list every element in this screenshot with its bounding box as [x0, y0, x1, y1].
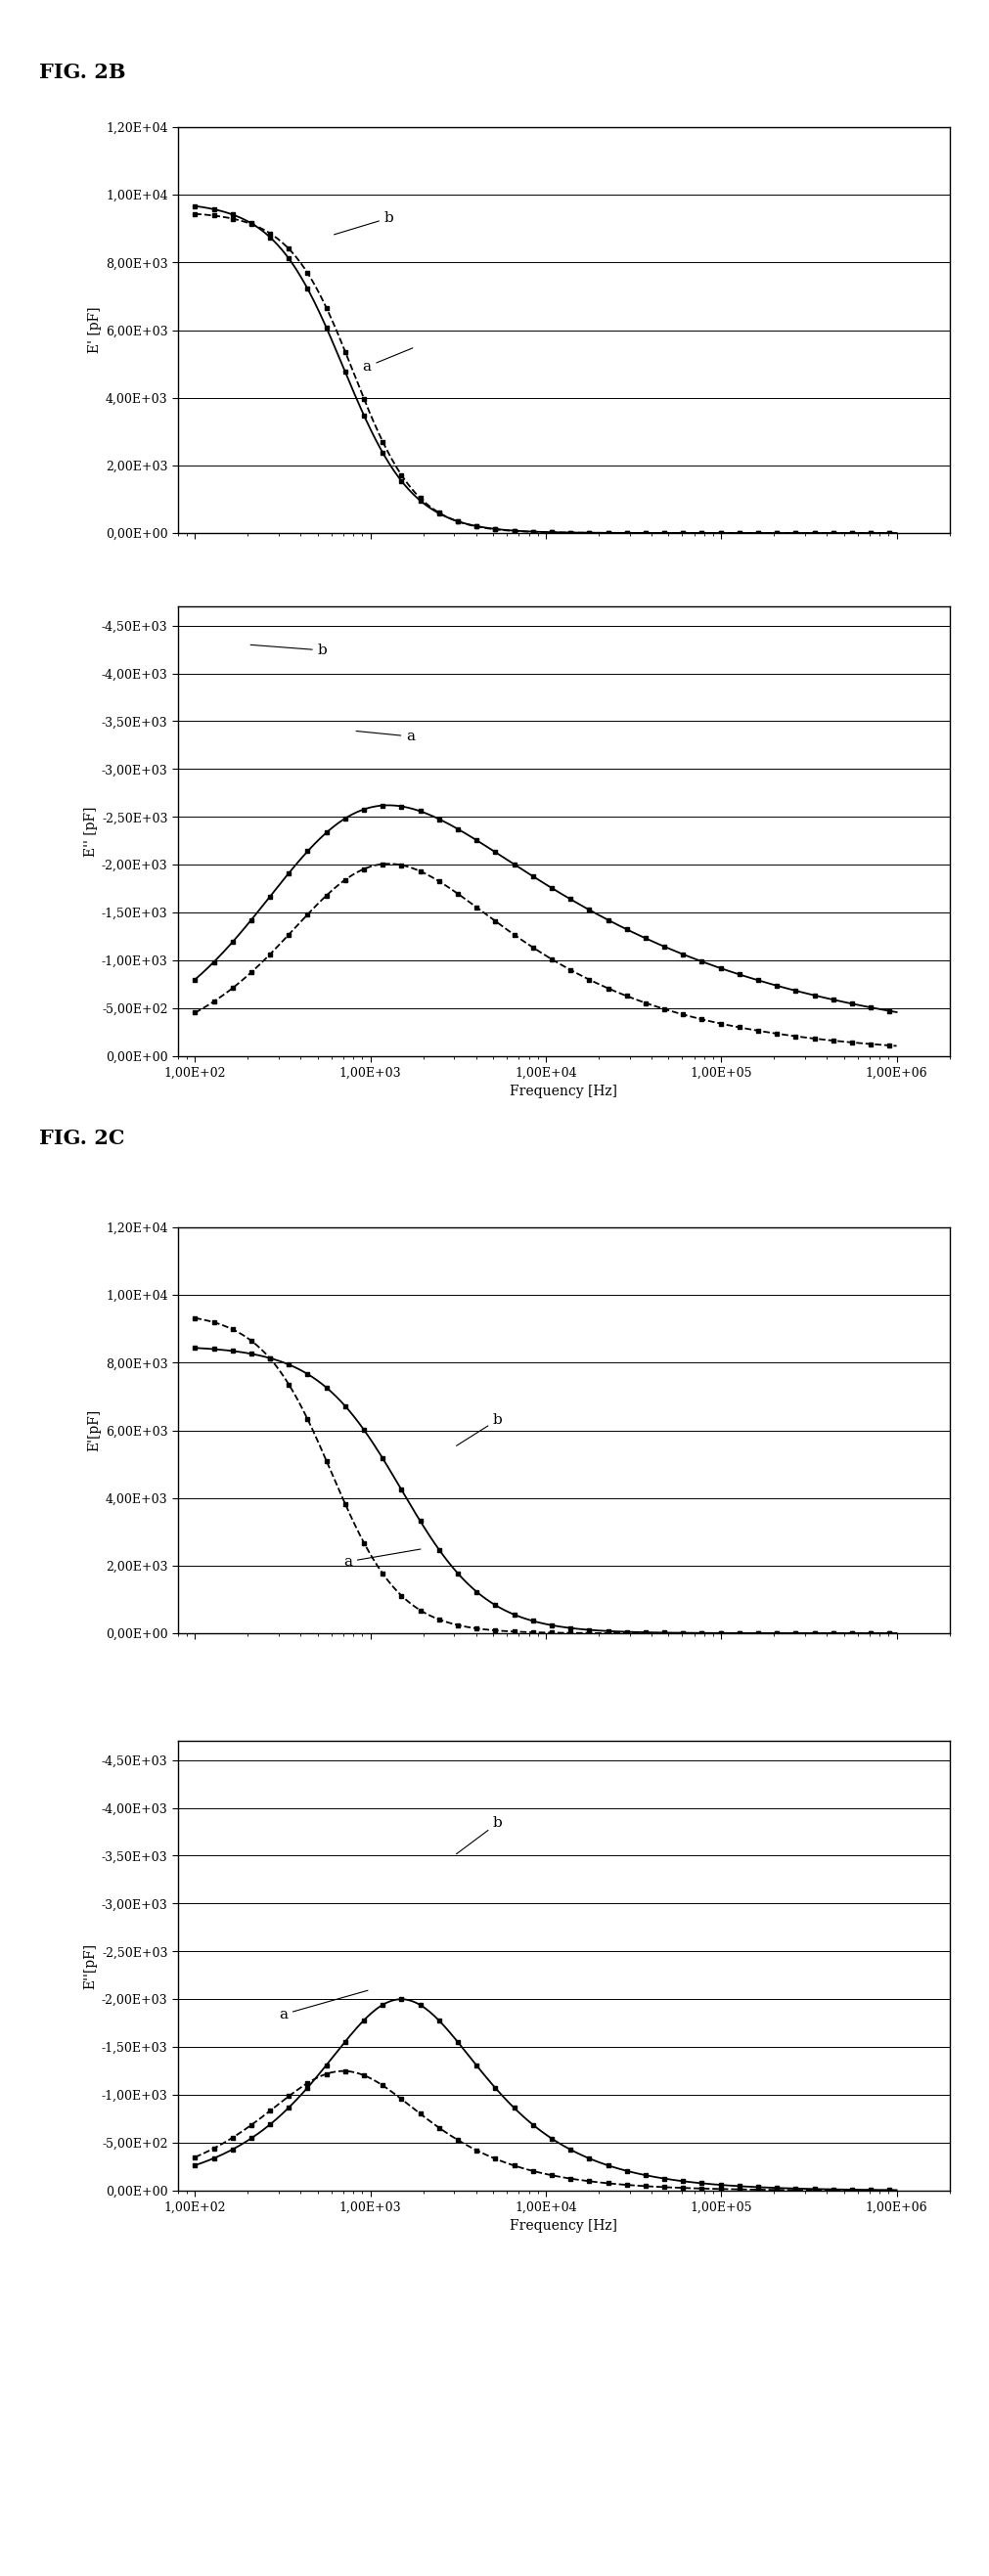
Y-axis label: E'' [pF]: E'' [pF]: [84, 806, 98, 855]
Text: b: b: [250, 644, 327, 657]
Y-axis label: E' [pF]: E' [pF]: [88, 307, 102, 353]
Text: a: a: [343, 1548, 420, 1569]
Text: a: a: [279, 1991, 368, 2022]
Text: b: b: [456, 1412, 502, 1445]
Y-axis label: E'[pF]: E'[pF]: [88, 1409, 102, 1450]
Text: a: a: [362, 348, 412, 374]
X-axis label: Frequency [Hz]: Frequency [Hz]: [510, 1084, 617, 1097]
Text: b: b: [456, 1816, 502, 1855]
Y-axis label: E''[pF]: E''[pF]: [84, 1942, 98, 1989]
Text: a: a: [356, 729, 415, 744]
X-axis label: Frequency [Hz]: Frequency [Hz]: [510, 2218, 617, 2233]
Text: FIG. 2C: FIG. 2C: [40, 1128, 126, 1149]
Text: b: b: [334, 211, 394, 234]
Text: FIG. 2B: FIG. 2B: [40, 62, 127, 82]
